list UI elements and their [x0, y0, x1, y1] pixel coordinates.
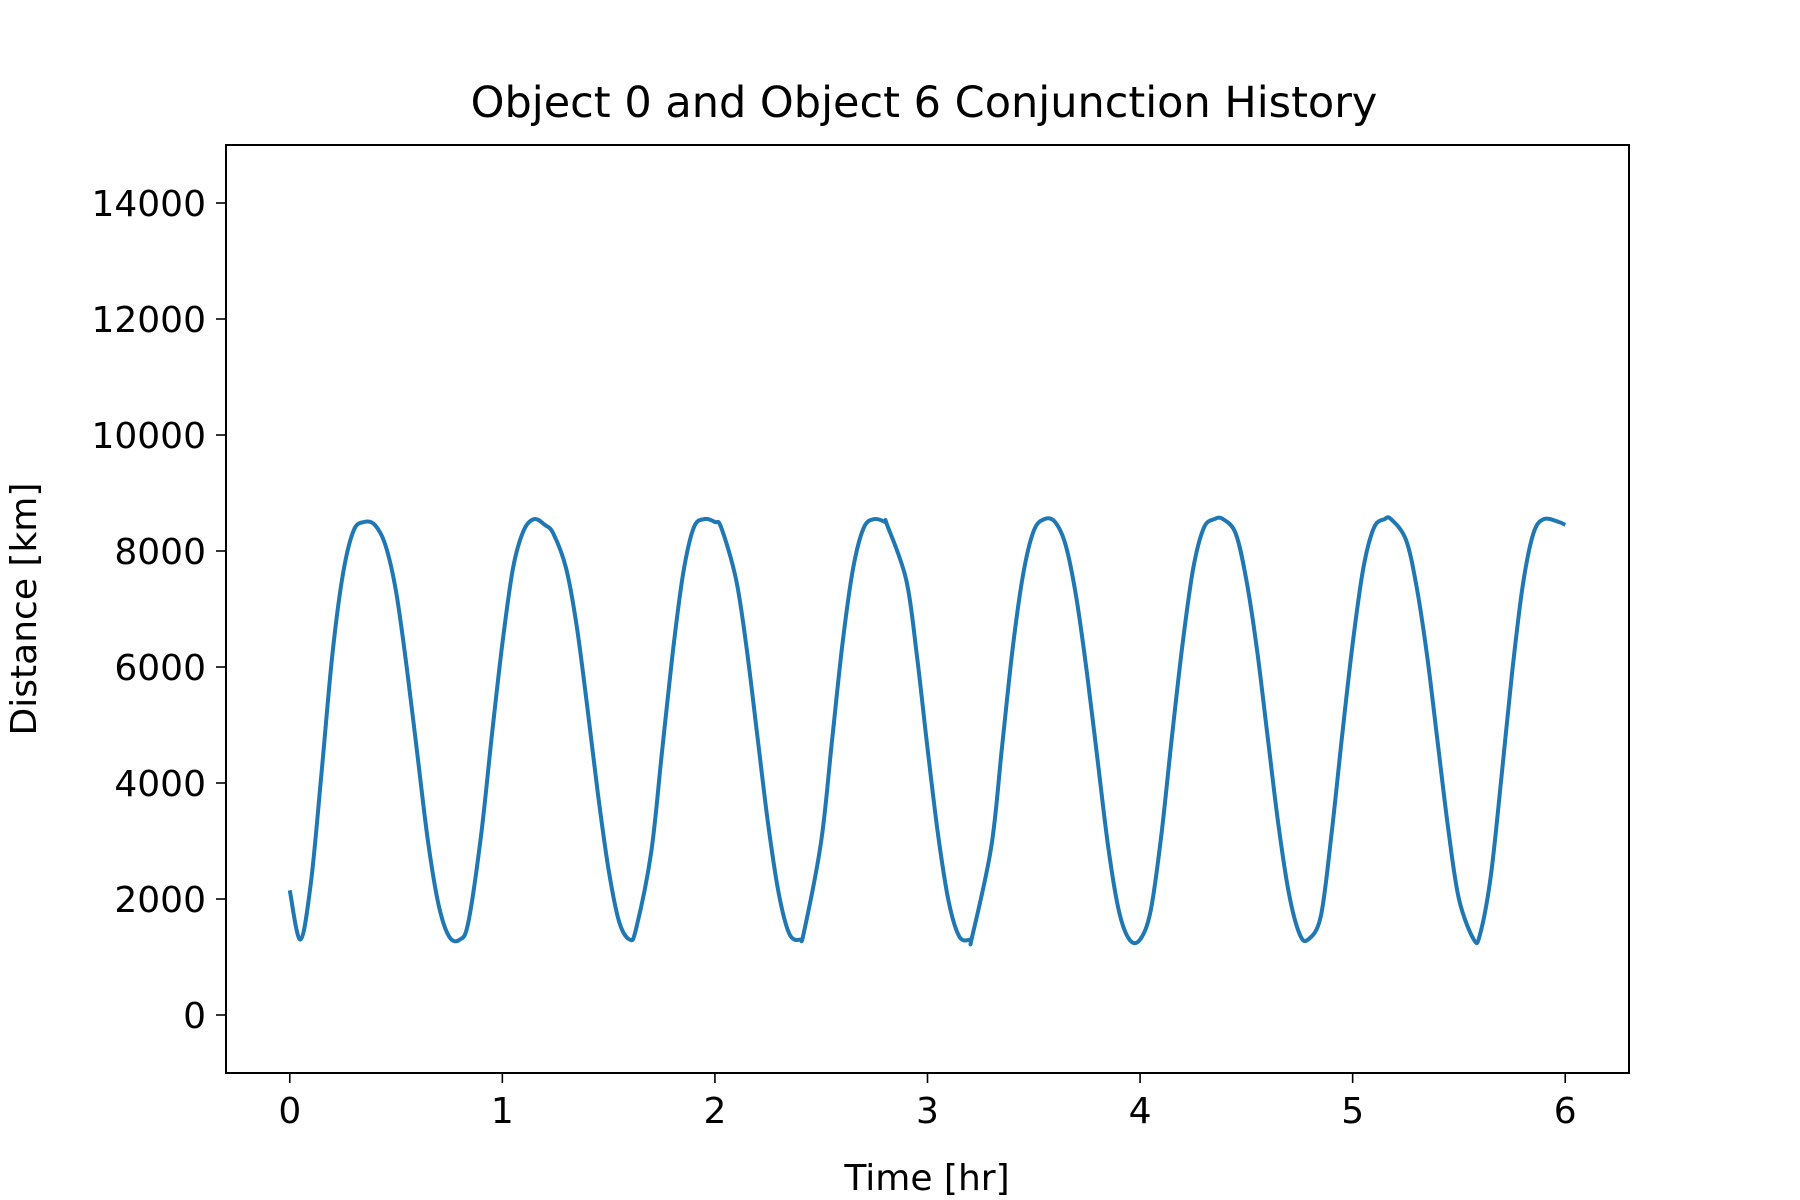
x-tick-label: 3: [916, 1091, 939, 1132]
x-tick-label: 1: [491, 1091, 514, 1132]
plot-frame: [225, 144, 1630, 1074]
y-tick-label: 4000: [114, 764, 206, 805]
chart-title: Object 0 and Object 6 Conjunction Histor…: [471, 78, 1378, 128]
y-tick-label: 10000: [91, 416, 206, 457]
y-tick-label: 8000: [114, 532, 206, 573]
y-tick-label: 12000: [91, 300, 206, 341]
series-line: [287, 515, 1567, 947]
x-tick-label: 4: [1129, 1091, 1152, 1132]
y-axis-label: Distance [km]: [4, 483, 45, 736]
x-tick-label: 5: [1341, 1091, 1364, 1132]
tick-layer: 0 1 2 3 4 5 6 0 2000 4000 6000 8000 10000 12000 14000: [91, 184, 1576, 1132]
x-axis-label: Time [hr]: [843, 1158, 1009, 1199]
y-tick-label: 6000: [114, 648, 206, 689]
y-tick-label: 0: [183, 996, 206, 1037]
y-tick-label: 2000: [114, 880, 206, 921]
x-tick-label: 0: [278, 1091, 301, 1132]
x-tick-label: 2: [703, 1091, 726, 1132]
y-tick-label: 14000: [91, 184, 206, 225]
series-layer: [287, 515, 1567, 947]
x-tick-label: 6: [1554, 1091, 1577, 1132]
